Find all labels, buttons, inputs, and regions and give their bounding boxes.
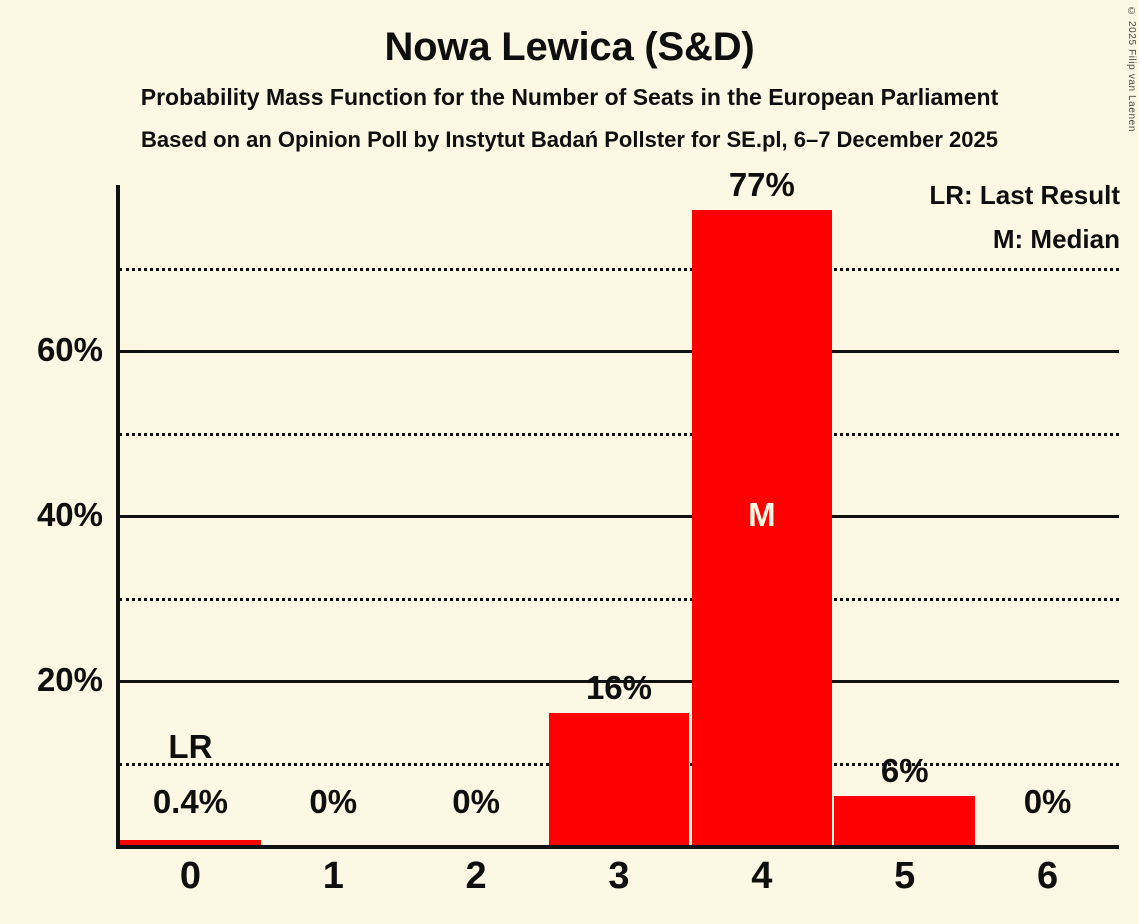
bar-value-label: 77% bbox=[728, 165, 795, 203]
gridline-major bbox=[119, 350, 1119, 353]
bar[interactable] bbox=[691, 209, 833, 845]
legend-item-last-result: LR: Last Result bbox=[929, 180, 1120, 210]
x-axis-tick-label: 4 bbox=[751, 855, 773, 897]
bar-value-label: 6% bbox=[880, 751, 929, 789]
bar-value-label: 0.4% bbox=[152, 783, 229, 820]
x-axis-tick-label: 2 bbox=[465, 855, 487, 897]
gridline-minor bbox=[119, 267, 1119, 271]
y-axis-line bbox=[116, 185, 120, 848]
gridline-minor bbox=[119, 432, 1119, 436]
x-axis-tick-label: 5 bbox=[894, 855, 916, 897]
bar-value-label: 0% bbox=[309, 783, 358, 820]
last-result-marker: LR bbox=[168, 728, 213, 765]
copyright-notice: © 2025 Filip van Laenen bbox=[1126, 6, 1137, 132]
x-axis-tick-label: 6 bbox=[1036, 855, 1059, 897]
x-axis-tick-label: 1 bbox=[322, 855, 344, 897]
bar-value-label: 0% bbox=[452, 783, 500, 820]
bar[interactable] bbox=[548, 713, 690, 845]
y-axis-tick-label: 60% bbox=[36, 331, 103, 368]
plot-area: 20% 40% 60% 0.4% LR 0% 0% 16% 77% M 6% 0% 0 1 2 3 4 5 6 bbox=[37, 168, 1119, 895]
bar[interactable] bbox=[834, 795, 976, 845]
legend-item-median: M: Median bbox=[992, 224, 1120, 254]
bar-value-label: 16% bbox=[585, 669, 653, 706]
x-axis-line bbox=[116, 845, 1119, 849]
x-axis-tick-label: 0 bbox=[179, 855, 201, 897]
gridline-major bbox=[119, 515, 1119, 518]
bar-value-label: 0% bbox=[1023, 783, 1072, 820]
gridline-major bbox=[119, 680, 1119, 683]
page-title: Nowa Lewica (S&D) bbox=[384, 25, 755, 69]
title-block: Nowa Lewica (S&D) Probability Mass Funct… bbox=[0, 0, 1139, 151]
gridline-minor bbox=[119, 597, 1119, 601]
y-axis-tick-label: 20% bbox=[36, 661, 103, 698]
legend: LR: Last Result M: Median bbox=[929, 182, 1120, 270]
chart-source: Based on an Opinion Poll by Instytut Bad… bbox=[140, 127, 998, 153]
median-marker: M bbox=[748, 496, 776, 533]
chart-subtitle: Probability Mass Function for the Number… bbox=[140, 84, 999, 110]
bar[interactable] bbox=[120, 840, 261, 845]
x-axis-tick-label: 3 bbox=[608, 855, 630, 897]
y-axis-tick-label: 40% bbox=[36, 496, 103, 533]
